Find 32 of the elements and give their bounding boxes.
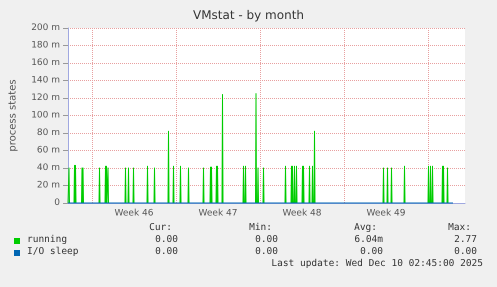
y-tick-label: 140 m — [31, 76, 60, 86]
y-tick-label: 80 m — [36, 128, 60, 138]
text: Cur: — [149, 222, 172, 233]
text: Max: — [448, 222, 471, 233]
chart-title: VMstat - by month — [192, 8, 304, 22]
x-tick-label: Week 49 — [366, 208, 406, 218]
text: Last update: Wed Dec 10 02:45:00 2025 — [271, 258, 483, 269]
x-tick-label: Week 48 — [282, 208, 322, 218]
y-tick-label: 120 m — [31, 93, 60, 103]
x-tick-label: Week 47 — [198, 208, 238, 218]
text: 6.04m — [354, 234, 383, 245]
y-tick-label: 20 m — [36, 180, 60, 190]
text: 0.00 — [454, 246, 477, 257]
text: 2.77 — [454, 234, 477, 245]
legend-label: I/O sleep — [27, 246, 78, 257]
text: 0.00 — [360, 246, 383, 257]
text: 0.00 — [155, 246, 178, 257]
y-tick-label: 0 — [54, 198, 60, 208]
y-tick-label: 200 m — [31, 23, 60, 33]
text: 0.00 — [155, 234, 178, 245]
y-tick-label: 160 m — [31, 58, 60, 68]
text: 0.00 — [255, 234, 278, 245]
y-tick-label: 60 m — [36, 146, 60, 156]
x-tick-label: Week 46 — [114, 208, 154, 218]
y-tick-label: 180 m — [31, 40, 60, 50]
y-axis-title: process states — [8, 79, 18, 152]
y-tick-label: 100 m — [31, 110, 60, 120]
text: Avg: — [354, 222, 377, 233]
text: Min: — [249, 222, 272, 233]
text: 0.00 — [255, 246, 278, 257]
legend-label: running — [27, 234, 68, 245]
y-tick-label: 40 m — [36, 163, 60, 173]
